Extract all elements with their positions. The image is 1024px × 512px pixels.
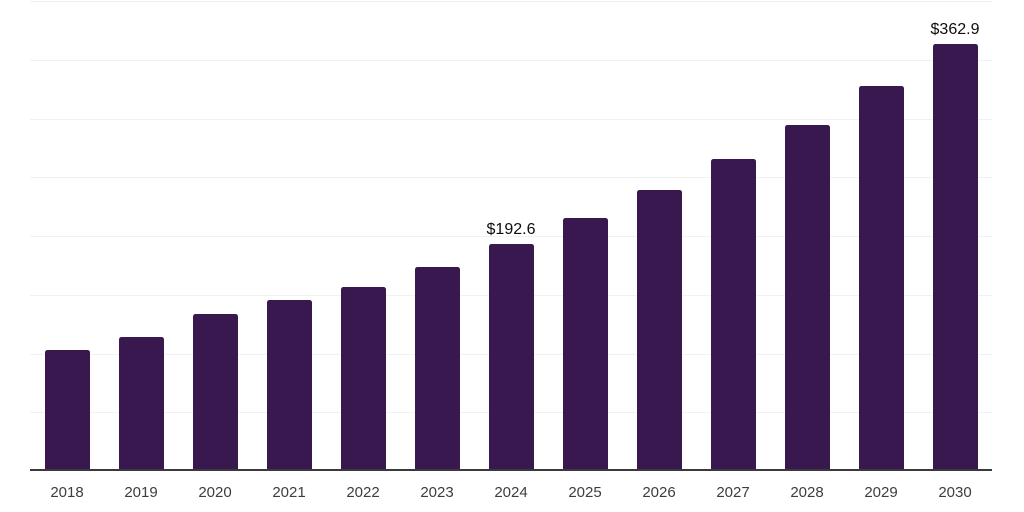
bar-2027 xyxy=(710,159,756,470)
x-tick-label-2025: 2025 xyxy=(568,484,602,501)
x-tick-label-2019: 2019 xyxy=(124,484,158,501)
x-tick-label-2028: 2028 xyxy=(790,484,824,501)
x-tick-label-2018: 2018 xyxy=(50,484,84,501)
bar-2022 xyxy=(340,287,386,470)
x-tick-label-2022: 2022 xyxy=(346,484,380,501)
x-tick-label-2026: 2026 xyxy=(642,484,676,501)
bar-2023 xyxy=(414,266,460,470)
x-tick-label-2030: 2030 xyxy=(938,484,972,501)
gridline-350 xyxy=(30,59,992,61)
plot-area: 2018 2019 2020 2021 2022 2023 $192.6 2024 2025 20… xyxy=(30,1,992,501)
x-tick-label-2021: 2021 xyxy=(272,484,306,501)
bar-2024 xyxy=(488,243,534,470)
x-tick-label-2020: 2020 xyxy=(198,484,232,501)
gridline-250 xyxy=(30,177,992,179)
x-tick-label-2027: 2027 xyxy=(716,484,750,501)
x-axis-line xyxy=(30,469,992,471)
bar-2019 xyxy=(118,336,164,470)
bar-2020 xyxy=(192,314,238,470)
bar-2026 xyxy=(636,190,682,470)
bar-2021 xyxy=(266,300,312,470)
bar-2025 xyxy=(562,218,608,470)
bar-2030 xyxy=(932,43,978,470)
x-tick-label-2029: 2029 xyxy=(864,484,898,501)
bar-2028 xyxy=(784,124,830,470)
x-tick-label-2024: 2024 xyxy=(494,484,528,501)
gridline-200 xyxy=(30,236,992,237)
x-tick-label-2023: 2023 xyxy=(420,484,454,501)
value-label-2024: $192.6 xyxy=(486,220,536,238)
gridline-300 xyxy=(30,118,992,120)
bar-2018 xyxy=(44,350,90,470)
bar-2029 xyxy=(858,86,904,470)
gridline-400 xyxy=(30,1,992,2)
value-label-2030: $362.9 xyxy=(930,20,980,38)
